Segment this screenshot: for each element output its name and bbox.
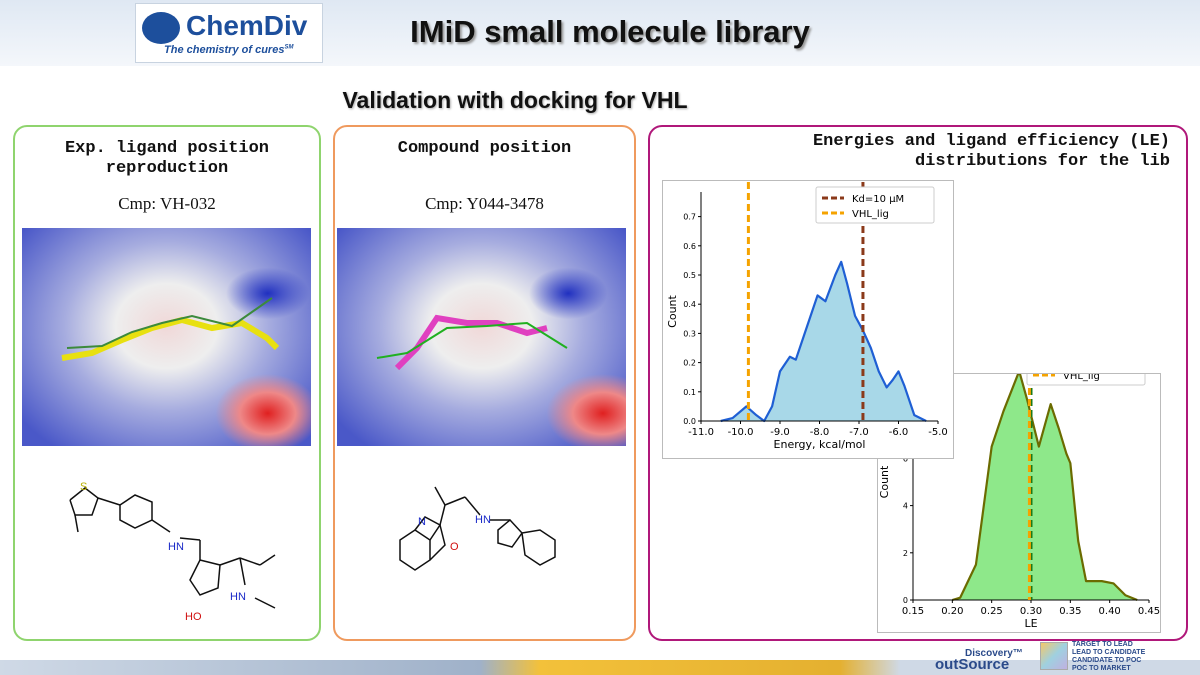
x-tick-label: 0.15 bbox=[902, 606, 924, 617]
pipeline-steps: Target to Lead Lead to Candidate Candidate… bbox=[1072, 641, 1145, 673]
x-axis-label: Energy, kcal/mol bbox=[774, 438, 866, 451]
brand-small: Discovery bbox=[965, 648, 1013, 659]
tm: ™ bbox=[1012, 648, 1023, 659]
x-tick-label: -7.0 bbox=[849, 427, 869, 438]
y-tick-label: 2 bbox=[903, 549, 908, 558]
y-tick-label: 0.4 bbox=[683, 300, 696, 309]
y-tick-label: 0.2 bbox=[683, 359, 696, 368]
outsource-logo: Discovery™ outSource bbox=[935, 648, 1023, 673]
x-tick-label: 0.20 bbox=[941, 606, 963, 617]
title-line: distributions for the lib bbox=[914, 152, 1170, 171]
x-tick-label: -6.0 bbox=[889, 427, 909, 438]
atom-label: HN bbox=[230, 591, 246, 603]
legend-box bbox=[815, 186, 935, 224]
atom-label: HN bbox=[475, 514, 491, 526]
energy-chart-box: -11.0 -10.0 -9.0 -8.0 -7.0 -6.0 -5.0 0.0 0.1 0.2 0… bbox=[662, 180, 954, 459]
title-line: Energies and ligand efficiency (LE) bbox=[812, 132, 1170, 151]
x-tick-label: -8.0 bbox=[810, 427, 830, 438]
density-fill bbox=[720, 261, 927, 421]
legend-label: VHL_lig bbox=[1063, 374, 1100, 382]
atom-label: S bbox=[80, 481, 87, 493]
x-axis-label: LE bbox=[1024, 617, 1037, 630]
docking-image-vh032 bbox=[22, 228, 311, 446]
y-tick-label: 0.6 bbox=[683, 242, 696, 251]
slide-title: IMiD small molecule library bbox=[410, 14, 810, 49]
energy-chart: -11.0 -10.0 -9.0 -8.0 -7.0 -6.0 -5.0 0.0 0.1 0.2 0… bbox=[666, 182, 948, 451]
y-tick-label: 0.0 bbox=[683, 417, 696, 426]
legend-label: VHL_lig bbox=[852, 209, 889, 220]
footer-band bbox=[0, 660, 1200, 675]
atom-label: N bbox=[418, 516, 426, 528]
x-tick-label: 0.45 bbox=[1138, 606, 1160, 617]
compound-id: Cmp: VH-032 bbox=[118, 194, 216, 213]
y-tick-label: 4 bbox=[903, 502, 908, 511]
step: PoC to Market bbox=[1072, 665, 1131, 672]
x-tick-label: -11.0 bbox=[688, 427, 714, 438]
chemdiv-logo: ChemDiv The chemistry of curesSM bbox=[135, 3, 323, 63]
density-line bbox=[952, 369, 1138, 602]
panel-title: Compound position bbox=[397, 139, 572, 158]
le-chart-box: 0.150.200.250.300.350.400.4502468LECount… bbox=[877, 344, 1161, 633]
step: Target to Lead bbox=[1072, 641, 1133, 648]
y-axis-label: Count bbox=[878, 465, 891, 498]
y-tick-label: 0.5 bbox=[683, 271, 696, 280]
density-fill bbox=[952, 371, 1138, 600]
atom-label: HN bbox=[168, 541, 184, 553]
x-tick-label: -9.0 bbox=[770, 427, 790, 438]
x-tick-label: 0.40 bbox=[1099, 606, 1121, 617]
y-tick-label: 0.7 bbox=[683, 213, 696, 222]
step: Lead to Candidate bbox=[1072, 649, 1146, 656]
y-tick-label: 0.3 bbox=[683, 329, 696, 338]
y-tick-label: 0 bbox=[903, 596, 908, 605]
logo-mark-icon bbox=[142, 12, 180, 44]
panel-title: Energies and ligand efficiency (LE) distr… bbox=[650, 132, 1170, 172]
logo-tagline: The chemistry of curesSM bbox=[164, 44, 293, 56]
atom-label: O bbox=[450, 541, 459, 553]
step: Candidate to PoC bbox=[1072, 657, 1142, 664]
title-line: Exp. ligand position bbox=[64, 139, 270, 158]
legend-label: Kd=10 μM bbox=[852, 194, 904, 205]
logo-name: ChemDiv bbox=[186, 10, 308, 41]
ligand-pose bbox=[61, 297, 280, 361]
panel-title: Exp. ligand position reproduction bbox=[15, 139, 319, 179]
tagline-text: The chemistry of cures bbox=[164, 44, 285, 56]
x-tick-label: 0.25 bbox=[981, 606, 1003, 617]
outsource-emblem-icon bbox=[1040, 642, 1068, 670]
y-axis-label: Count bbox=[666, 294, 679, 327]
structure-y044: N HN O bbox=[399, 486, 556, 571]
slide-subtitle: Validation with docking for VHL bbox=[342, 87, 688, 113]
sm-mark: SM bbox=[284, 44, 294, 51]
docking-image-y044 bbox=[337, 228, 626, 446]
brand-big: outSource bbox=[935, 656, 1010, 673]
x-tick-label: 0.35 bbox=[1059, 606, 1081, 617]
ligand-pose bbox=[376, 314, 568, 371]
title-line: reproduction bbox=[105, 159, 229, 178]
x-tick-label: -10.0 bbox=[728, 427, 754, 438]
x-tick-label: -5.0 bbox=[928, 427, 948, 438]
y-tick-label: 0.1 bbox=[683, 388, 696, 397]
atom-label: HO bbox=[185, 611, 202, 623]
x-tick-label: 0.30 bbox=[1020, 606, 1042, 617]
compound-id: Cmp: Y044-3478 bbox=[425, 194, 544, 213]
structure-vh032: HN HO HN S bbox=[69, 481, 276, 623]
